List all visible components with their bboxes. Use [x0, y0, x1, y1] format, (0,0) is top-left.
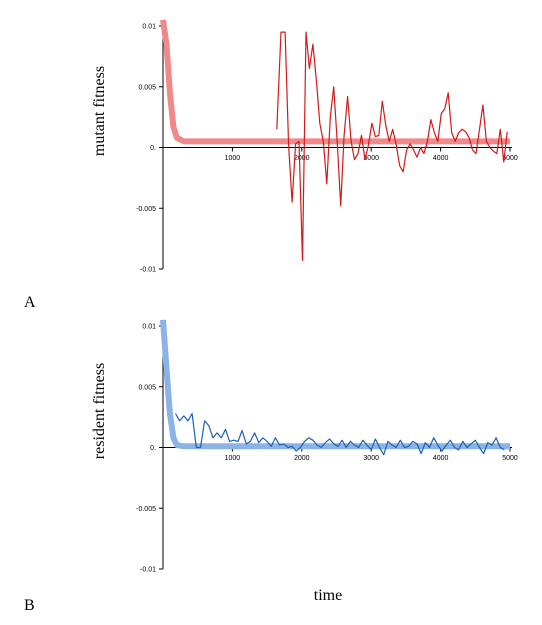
y-tick-label: -0.005: [136, 206, 156, 213]
panel-a-axes: 0.01 0.005 0. -0.005 -0.01 1000 2000 3000 4000 50…: [136, 24, 518, 274]
panel-b-plot-area: [160, 319, 510, 456]
x-tick-label: 2000: [294, 455, 310, 462]
x-tick-label: 3000: [363, 455, 379, 462]
series-line-smooth: [160, 19, 510, 145]
x-tick-label: 1000: [225, 455, 241, 462]
series-line-smooth: [160, 319, 510, 450]
series-line-noisy: [174, 412, 505, 456]
panel-b-resident-fitness: B resident fitness time 0.01 0.005 0. -0.00…: [24, 319, 518, 614]
panel-a-mutant-fitness: A mutant fitness 0.01 0.005 0. -0.005 -0.01 1…: [24, 19, 518, 311]
y-tick-label: -0.01: [140, 567, 156, 574]
x-tick-label: 4000: [433, 155, 449, 162]
y-tick-label: 0.01: [142, 24, 156, 31]
x-tick-label: 5000: [502, 155, 518, 162]
x-tick-label: 1000: [225, 155, 241, 162]
panel-a-plot-area: [160, 19, 510, 262]
x-tick-label: 2000: [294, 155, 310, 162]
y-tick-label: -0.005: [136, 506, 156, 513]
y-tick-label: 0.005: [138, 84, 156, 91]
y-tick-label: 0.005: [138, 384, 156, 391]
panel-a-letter: A: [24, 294, 36, 311]
x-tick-label: 4000: [433, 455, 449, 462]
panel-b-y-axis-title: resident fitness: [91, 363, 108, 459]
y-tick-label: 0.: [150, 145, 156, 152]
x-tick-label: 3000: [363, 155, 379, 162]
panel-b-letter: B: [24, 597, 35, 614]
series-line-noisy: [276, 31, 508, 262]
y-tick-label: -0.01: [140, 267, 156, 274]
y-tick-label: 0.01: [142, 324, 156, 331]
panel-a-y-axis-title: mutant fitness: [91, 66, 108, 156]
x-tick-label: 5000: [502, 455, 518, 462]
y-tick-label: 0.: [150, 445, 156, 452]
panel-b-x-axis-title: time: [314, 587, 342, 604]
